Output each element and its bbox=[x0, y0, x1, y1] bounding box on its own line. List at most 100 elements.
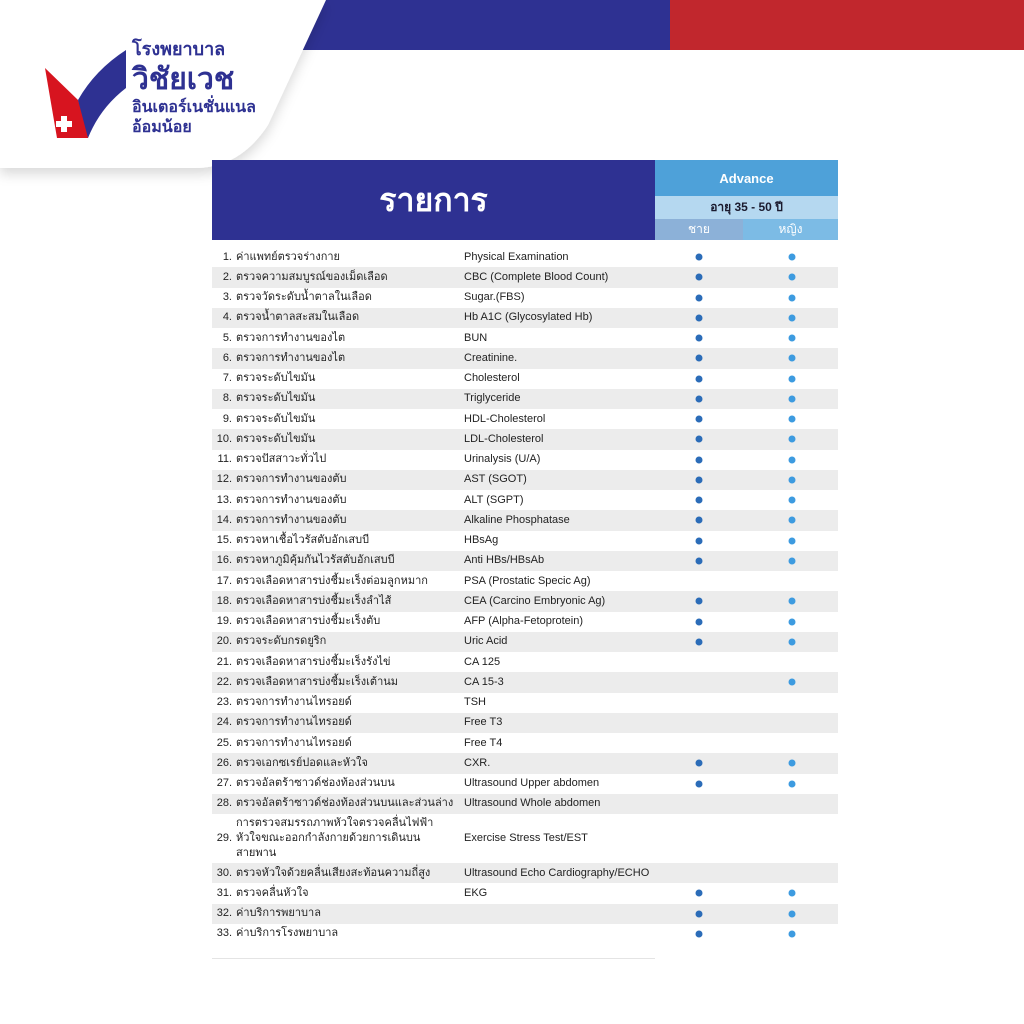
item-thai: ตรวจระดับกรดยูริก bbox=[236, 635, 327, 648]
table-row: 23. ตรวจการทำงานไทรอยด์ TSH bbox=[212, 693, 838, 713]
male-included-dot-icon bbox=[695, 354, 703, 362]
female-included-dot-icon bbox=[788, 597, 796, 605]
logo-line-3: อินเตอร์เนชั่นแนล bbox=[132, 99, 256, 116]
female-included-dot-icon bbox=[788, 435, 796, 443]
male-included-dot-icon bbox=[695, 314, 703, 322]
item-english: Creatinine. bbox=[464, 351, 518, 364]
item-english: Uric Acid bbox=[464, 635, 508, 648]
item-english: Exercise Stress Test/EST bbox=[464, 832, 588, 844]
item-thai: ตรวจการทำงานของไต bbox=[236, 351, 346, 364]
item-thai: ตรวจหาภูมิคุ้มกันไวรัสตับอักเสบบี bbox=[236, 554, 395, 567]
item-english: CA 125 bbox=[464, 655, 501, 668]
list-title: รายการ bbox=[212, 160, 655, 240]
male-included-dot-icon bbox=[695, 375, 703, 383]
male-included-dot-icon bbox=[695, 516, 703, 524]
item-english: CA 15-3 bbox=[464, 675, 504, 688]
row-number: 8. bbox=[222, 392, 232, 405]
female-included-dot-icon bbox=[788, 395, 796, 403]
item-thai: ตรวจการทำงานของตับ bbox=[236, 493, 347, 506]
male-included-dot-icon bbox=[695, 496, 703, 504]
item-english: CXR. bbox=[464, 756, 491, 769]
item-thai: ตรวจระดับไขมัน bbox=[236, 372, 316, 385]
female-included-dot-icon bbox=[788, 314, 796, 322]
table-row: 30. ตรวจหัวใจด้วยคลื่นเสียงสะท้อนความถี่… bbox=[212, 863, 838, 884]
item-thai: ตรวจการทำงานของตับ bbox=[236, 473, 347, 486]
male-included-dot-icon bbox=[695, 557, 703, 565]
table-row: 22. ตรวจเลือดหาสารบ่งชี้มะเร็งเต้านม CA … bbox=[212, 672, 838, 693]
table-row: 19. ตรวจเลือดหาสารบ่งชี้มะเร็งตับ AFP (A… bbox=[212, 612, 838, 632]
item-english: Cholesterol bbox=[464, 372, 520, 385]
female-included-dot-icon bbox=[788, 889, 796, 897]
female-included-dot-icon bbox=[788, 253, 796, 261]
female-included-dot-icon bbox=[788, 618, 796, 626]
male-included-dot-icon bbox=[695, 638, 703, 646]
row-number: 2. bbox=[222, 270, 232, 283]
female-included-dot-icon bbox=[788, 516, 796, 524]
item-english: HBsAg bbox=[464, 534, 499, 547]
row-number: 31. bbox=[216, 886, 232, 899]
table-row: 25. ตรวจการทำงานไทรอยด์ Free T4 bbox=[212, 733, 838, 753]
top-bar-blue bbox=[300, 0, 670, 50]
item-english: AFP (Alpha-Fetoprotein) bbox=[464, 615, 584, 628]
table-row: 12. ตรวจการทำงานของตับ AST (SGOT) bbox=[212, 469, 838, 490]
row-number: 32. bbox=[216, 907, 232, 920]
item-thai: ตรวจระดับไขมัน bbox=[236, 392, 316, 405]
item-english: Ultrasound Whole abdomen bbox=[464, 797, 601, 810]
male-included-dot-icon bbox=[695, 618, 703, 626]
row-number: 26. bbox=[216, 756, 232, 769]
item-thai: ตรวจระดับไขมัน bbox=[236, 432, 316, 445]
hospital-name: โรงพยาบาล วิชัยเวช อินเตอร์เนชั่นแนล อ้อ… bbox=[132, 38, 256, 138]
row-number: 20. bbox=[216, 635, 232, 648]
logo-card bbox=[0, 0, 326, 168]
item-english: Free T4 bbox=[464, 736, 503, 749]
item-thai: ตรวจอัลตร้าซาวด์ช่องท้องส่วนบนและส่วนล่า… bbox=[236, 797, 454, 810]
item-thai: การตรวจสมรรถภาพหัวใจตรวจคลื่นไฟฟ้าหัวใจข… bbox=[236, 817, 434, 859]
male-included-dot-icon bbox=[695, 253, 703, 261]
item-thai: ตรวจการทำงานของตับ bbox=[236, 513, 347, 526]
male-included-dot-icon bbox=[695, 415, 703, 423]
item-english: HDL-Cholesterol bbox=[464, 412, 546, 425]
male-included-dot-icon bbox=[695, 910, 703, 918]
table-row: 6. ตรวจการทำงานของไต Creatinine. bbox=[212, 348, 838, 369]
table-row: 21. ตรวจเลือดหาสารบ่งชี้มะเร็งรังไข่ CA … bbox=[212, 652, 838, 672]
row-number: 1. bbox=[222, 250, 232, 263]
row-number: 29. bbox=[216, 832, 232, 844]
row-number: 13. bbox=[216, 493, 232, 506]
row-number: 18. bbox=[216, 594, 232, 607]
table-row: 17. ตรวจเลือดหาสารบ่งชี้มะเร็งต่อมลูกหมา… bbox=[212, 571, 838, 591]
table-row: 27. ตรวจอัลตร้าซาวด์ช่องท้องส่วนบน Ultra… bbox=[212, 774, 838, 794]
male-included-dot-icon bbox=[695, 476, 703, 484]
item-english: PSA (Prostatic Specic Ag) bbox=[464, 574, 591, 587]
row-number: 4. bbox=[222, 311, 232, 324]
table-row: 15. ตรวจหาเชื้อไวรัสตับอักเสบบี HBsAg bbox=[212, 531, 838, 551]
table-row: 8. ตรวจระดับไขมัน Triglyceride bbox=[212, 388, 838, 409]
table-row: 1. ค่าแพทย์ตรวจร่างกาย Physical Examinat… bbox=[212, 247, 838, 267]
item-english: Ultrasound Upper abdomen bbox=[464, 777, 600, 790]
row-number: 33. bbox=[216, 927, 232, 940]
male-included-dot-icon bbox=[695, 395, 703, 403]
item-thai: ตรวจเลือดหาสารบ่งชี้มะเร็งต่อมลูกหมาก bbox=[236, 574, 428, 587]
item-english: Alkaline Phosphatase bbox=[464, 513, 570, 526]
item-english: ALT (SGPT) bbox=[464, 493, 524, 506]
female-included-dot-icon bbox=[788, 496, 796, 504]
item-thai: ตรวจการทำงานไทรอยด์ bbox=[236, 716, 352, 729]
logo-line-2: วิชัยเวช bbox=[132, 62, 235, 96]
table-row: 29. การตรวจสมรรถภาพหัวใจตรวจคลื่นไฟฟ้าหั… bbox=[212, 814, 838, 863]
table-bottom-divider bbox=[212, 958, 655, 959]
row-number: 27. bbox=[216, 777, 232, 790]
female-included-dot-icon bbox=[788, 678, 796, 686]
item-english: Anti HBs/HBsAb bbox=[464, 554, 545, 567]
package-name: Advance bbox=[655, 160, 838, 196]
male-included-dot-icon bbox=[695, 435, 703, 443]
item-english: EKG bbox=[464, 886, 488, 899]
female-included-dot-icon bbox=[788, 759, 796, 767]
female-included-dot-icon bbox=[788, 415, 796, 423]
item-thai: ตรวจวัดระดับน้ำตาลในเลือด bbox=[236, 291, 372, 304]
item-thai: ตรวจเลือดหาสารบ่งชี้มะเร็งรังไข่ bbox=[236, 655, 391, 668]
item-english: TSH bbox=[464, 696, 486, 709]
top-bar-red bbox=[670, 0, 1024, 50]
logo-line-4: อ้อมน้อย bbox=[132, 119, 192, 136]
row-number: 5. bbox=[222, 331, 232, 344]
item-english: Physical Examination bbox=[464, 250, 569, 263]
item-english: Free T3 bbox=[464, 716, 503, 729]
